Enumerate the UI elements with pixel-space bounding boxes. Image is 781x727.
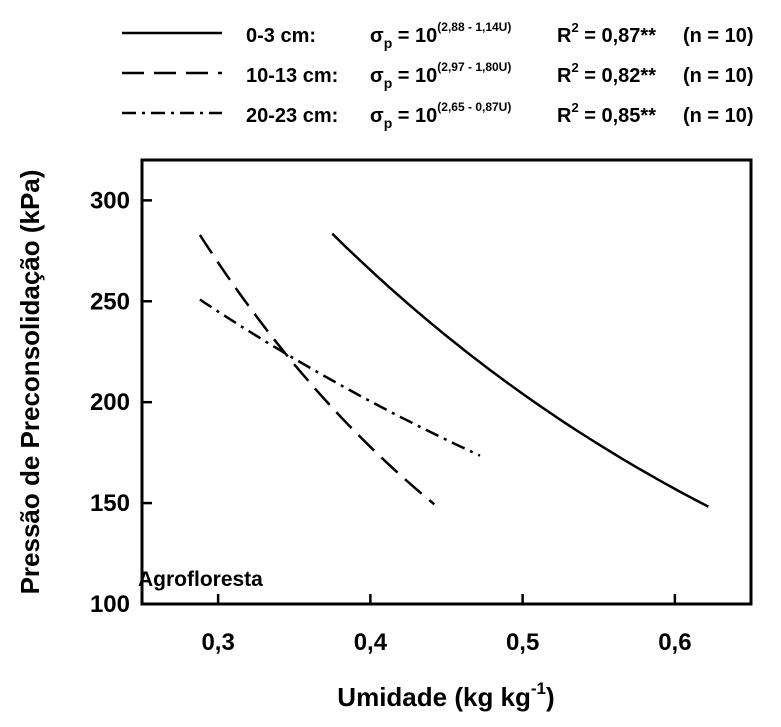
y-axis-ticks: 100 150 200 250 300: [90, 187, 152, 618]
plot-annotation: Agrofloresta: [138, 568, 263, 591]
legend-label-0: 0-3 cm:: [246, 25, 316, 47]
legend-n-0: (n = 10): [683, 25, 754, 47]
y-tick-label: 250: [90, 288, 130, 315]
x-tick-label: 0,3: [201, 629, 234, 656]
y-tick-label: 200: [90, 389, 130, 416]
legend-item-0: 0-3 cm: σp = 10(2,88 - 1,14U) R2 = 0,87*…: [122, 20, 754, 51]
legend-equation-0: σp = 10(2,88 - 1,14U): [370, 20, 511, 51]
legend-item-2: 20-23 cm: σp = 10(2,65 - 0,87U) R2 = 0,8…: [122, 100, 754, 131]
legend-equation-2: σp = 10(2,65 - 0,87U): [370, 100, 511, 131]
y-tick-label: 300: [90, 187, 130, 214]
legend: 0-3 cm: σp = 10(2,88 - 1,14U) R2 = 0,87*…: [122, 20, 754, 131]
y-tick-label: 150: [90, 490, 130, 517]
x-axis-ticks: 0,3 0,4 0,5 0,6: [201, 594, 692, 656]
legend-item-1: 10-13 cm: σp = 10(2,97 - 1,80U) R2 = 0,8…: [122, 60, 754, 91]
series-line-0: [331, 232, 709, 508]
x-axis-title: Umidade (kg kg-1): [337, 679, 554, 712]
y-tick-label: 100: [90, 591, 130, 618]
series-lines: [198, 232, 709, 508]
series-line-1: [198, 234, 436, 506]
legend-n-2: (n = 10): [683, 105, 754, 127]
y-axis-title: Pressão de Preconsolidação (kPa): [15, 170, 45, 595]
series-line-2: [199, 298, 481, 457]
x-tick-label: 0,5: [506, 629, 539, 656]
legend-r2-1: R2 = 0,82**: [557, 60, 656, 87]
x-tick-label: 0,4: [354, 629, 388, 656]
legend-label-2: 20-23 cm:: [246, 105, 338, 127]
x-tick-label: 0,6: [658, 629, 691, 656]
legend-n-1: (n = 10): [683, 65, 754, 87]
plot-frame: [140, 158, 753, 606]
legend-r2-2: R2 = 0,85**: [557, 100, 656, 127]
legend-label-1: 10-13 cm:: [246, 65, 338, 87]
legend-r2-0: R2 = 0,87**: [557, 20, 656, 47]
legend-equation-1: σp = 10(2,97 - 1,80U): [370, 60, 511, 91]
